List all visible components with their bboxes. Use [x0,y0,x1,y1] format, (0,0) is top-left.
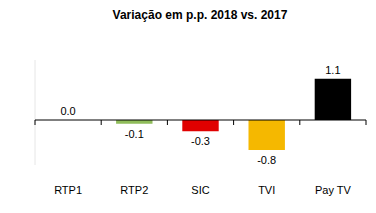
category-label: RTP1 [54,184,82,196]
category-label: Pay TV [315,184,352,196]
category-label: SIC [191,184,209,196]
bar [315,79,351,120]
title: Variação em p.p. 2018 vs. 2017 [113,8,288,22]
category-label: RTP2 [120,184,148,196]
category-tick [35,120,36,125]
bar [182,120,218,131]
category-tick [366,120,367,125]
category-tick [299,120,300,125]
data-label: -0.1 [125,128,144,140]
bar [116,120,152,124]
data-label: -0.3 [191,135,210,147]
category-tick [233,120,234,125]
bars [116,79,351,150]
category-tick [167,120,168,125]
data-label: 0.0 [60,105,75,117]
category-tick [101,120,102,125]
category-label: TVI [258,184,275,196]
data-label: -0.8 [257,154,276,166]
chart-svg: Variação em p.p. 2018 vs. 2017 0.0 -0.1 -0.… [0,0,376,213]
data-label: 1.1 [325,64,340,76]
chart-container: Variação em p.p. 2018 vs. 2017 0.0 -0.1 -0.… [0,0,376,213]
zero-axis [35,120,366,121]
bar [248,120,284,150]
y-axis-line [35,60,36,165]
